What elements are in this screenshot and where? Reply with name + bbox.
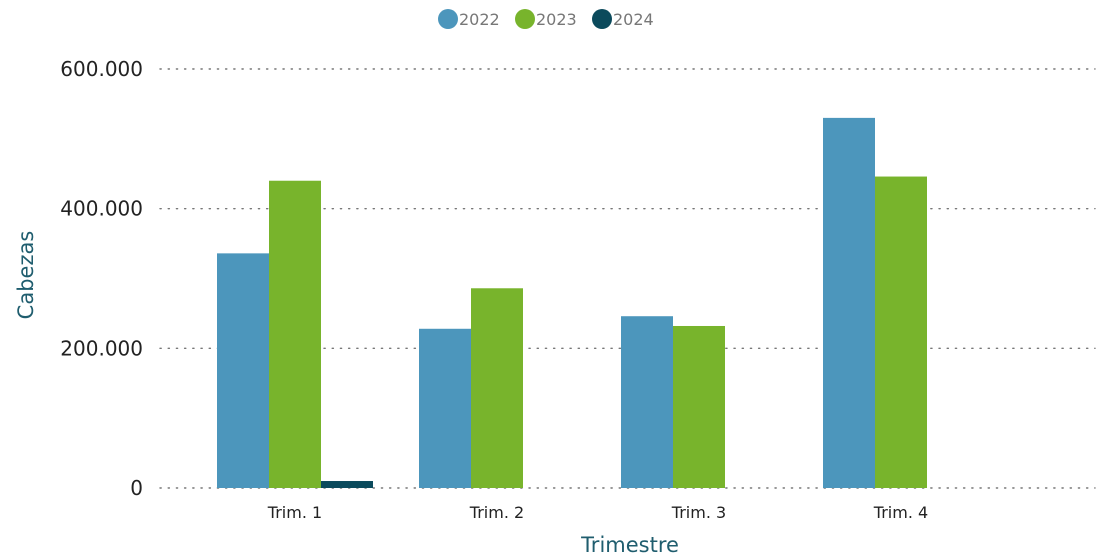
legend-label: 2022 [459, 10, 500, 29]
bar-2022-2[interactable] [419, 328, 471, 488]
x-axis-ticks: Trim. 1 Trim. 2 Trim. 3 Trim. 4 [267, 503, 928, 522]
bar-2023-4[interactable] [875, 176, 927, 488]
y-tick-label: 0 [130, 476, 143, 500]
bar-2023-1[interactable] [269, 180, 321, 488]
legend-item-2024[interactable]: 2024 [592, 9, 654, 29]
x-axis-title: Trimestre [580, 533, 679, 554]
bar-2023-3[interactable] [673, 325, 725, 488]
bars [217, 117, 927, 488]
bar-2022-3[interactable] [621, 316, 673, 488]
y-tick-label: 600.000 [60, 57, 143, 81]
legend-swatch [515, 9, 535, 29]
y-axis-ticks: 0 200.000 400.000 600.000 [60, 57, 143, 500]
x-tick-label: Trim. 3 [671, 503, 726, 522]
y-tick-label: 400.000 [60, 197, 143, 221]
bar-2022-4[interactable] [823, 117, 875, 488]
legend-item-2023[interactable]: 2023 [515, 9, 577, 29]
legend-label: 2024 [613, 10, 654, 29]
legend-label: 2023 [536, 10, 577, 29]
legend-swatch [438, 9, 458, 29]
bar-2024-1[interactable] [321, 481, 373, 488]
legend-item-2022[interactable]: 2022 [438, 9, 500, 29]
legend[interactable]: 2022 2023 2024 [438, 9, 654, 29]
bar-2022-1[interactable] [217, 253, 269, 488]
y-tick-label: 200.000 [60, 336, 143, 360]
y-axis-title: Cabezas [14, 231, 38, 320]
x-tick-label: Trim. 4 [873, 503, 928, 522]
x-tick-label: Trim. 2 [469, 503, 524, 522]
x-tick-label: Trim. 1 [267, 503, 322, 522]
bar-2023-2[interactable] [471, 288, 523, 488]
legend-swatch [592, 9, 612, 29]
